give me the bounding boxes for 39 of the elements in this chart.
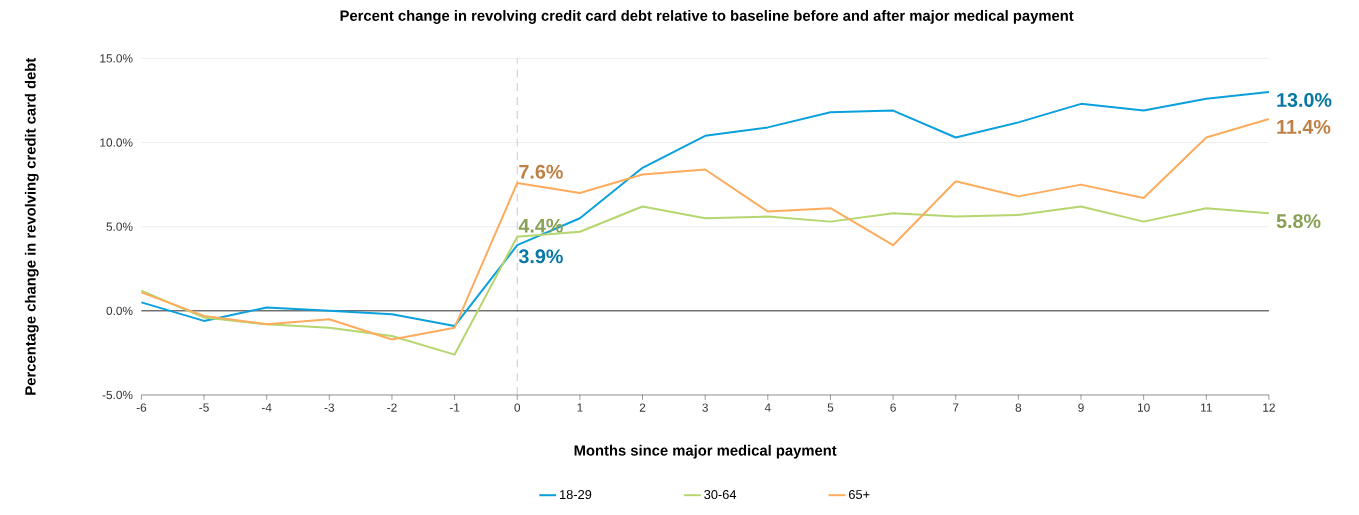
line-series (140, 91, 1270, 328)
x-tick-label: -4 (261, 403, 272, 412)
x-tick-label: -1 (449, 403, 460, 412)
x-tick-label: 12 (1263, 403, 1275, 412)
data-label: 7.6% (519, 164, 563, 179)
x-tick-label: 10 (1137, 403, 1150, 412)
x-tick-label: 1 (577, 403, 583, 412)
data-label: 4.4% (518, 218, 563, 233)
x-tick-label: 7 (953, 403, 959, 412)
legend-label: 30-64 (704, 490, 737, 500)
y-axis-title: Percentage change in revolving credit card debt (24, 58, 39, 395)
chart-title: Percent change in revolving credit card debt relative to baseline before and after major medical payment (340, 10, 1074, 25)
data-label: 11.4% (1277, 120, 1331, 134)
x-tick-label: 5 (827, 403, 834, 412)
legend-label: 18-29 (560, 490, 592, 500)
x-tick-label: 0 (514, 403, 521, 412)
x-tick-label: -3 (324, 403, 335, 412)
y-tick-label: 10.0% (100, 138, 133, 147)
y-tick-label: 0.0% (106, 306, 133, 316)
x-axis-title: Months since major medical payment (574, 444, 837, 459)
legend-label: 65+ (849, 490, 870, 500)
x-tick-label: 9 (1078, 403, 1084, 412)
x-tick-label: -6 (136, 403, 147, 412)
x-tick-label: -2 (387, 403, 397, 412)
data-label: 13.0% (1277, 93, 1332, 108)
x-tick-label: 6 (890, 403, 896, 412)
x-tick-label: -5 (199, 403, 209, 412)
x-tick-label: 3 (702, 403, 708, 412)
y-tick-label: 15.0% (100, 54, 133, 63)
x-tick-label: 2 (639, 403, 646, 412)
line-series (140, 118, 1270, 341)
y-tick-label: -5.0% (102, 390, 133, 400)
x-tick-label: 11 (1201, 403, 1212, 412)
line-series (140, 205, 1270, 356)
data-label: 5.8% (1276, 214, 1321, 229)
x-tick-label: 8 (1015, 403, 1022, 412)
data-label: 3.9% (518, 249, 563, 264)
y-tick-label: 5.0% (106, 222, 133, 231)
x-tick-label: 4 (764, 403, 771, 412)
